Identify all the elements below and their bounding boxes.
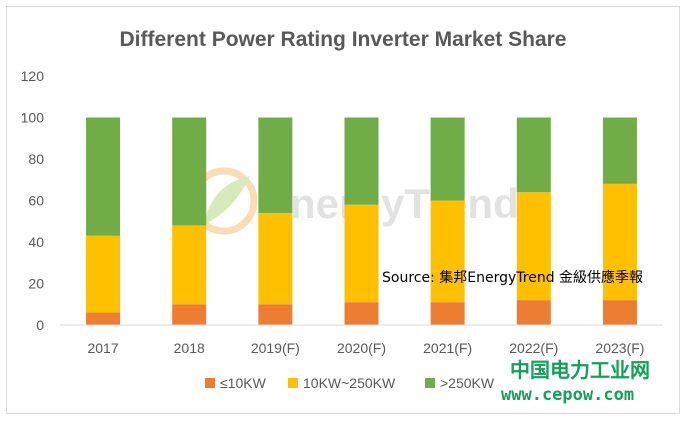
bar-segment-2 bbox=[430, 117, 465, 201]
x-tick-label: 2018 bbox=[174, 340, 205, 356]
x-tick-label: 2022(F) bbox=[509, 340, 558, 356]
legend-swatch bbox=[205, 378, 215, 388]
bar-segment-2 bbox=[602, 117, 637, 184]
legend-label: >250KW bbox=[440, 375, 495, 391]
y-tick-label: 120 bbox=[21, 68, 45, 84]
y-tick-label: 80 bbox=[28, 151, 44, 167]
bar-segment-1 bbox=[344, 204, 379, 303]
bar-segment-0 bbox=[430, 302, 465, 325]
y-tick-label: 20 bbox=[28, 276, 44, 292]
y-tick-label: 100 bbox=[21, 110, 45, 126]
y-tick-label: 60 bbox=[28, 193, 44, 209]
source-annotation: Source: 集邦EnergyTrend 金級供應季報 bbox=[382, 269, 643, 286]
bar-segment-1 bbox=[172, 225, 207, 305]
bar-segment-1 bbox=[258, 212, 293, 305]
bar-segment-1 bbox=[516, 192, 551, 301]
bar-segment-2 bbox=[516, 117, 551, 193]
bar-segment-2 bbox=[172, 117, 207, 226]
bar-segment-2 bbox=[86, 117, 121, 236]
legend-label: 10KW~250KW bbox=[303, 375, 396, 391]
cepow-site-url: www.cepow.com bbox=[501, 385, 634, 405]
bar-segment-1 bbox=[602, 183, 637, 301]
cepow-site-name: 中国电力工业网 bbox=[510, 358, 650, 382]
bars bbox=[86, 117, 637, 325]
bar-segment-2 bbox=[258, 117, 293, 213]
legend-swatch bbox=[288, 378, 298, 388]
bar-segment-0 bbox=[344, 302, 379, 325]
legend-label: ≤10KW bbox=[220, 375, 267, 391]
bar-segment-0 bbox=[258, 304, 293, 325]
x-axis: 2017 2018 2019(F) 2020(F) 2021(F) 2022(F) 2023… bbox=[60, 324, 663, 356]
x-tick-label: 2021(F) bbox=[423, 340, 472, 356]
y-tick-label: 0 bbox=[36, 317, 44, 333]
bar-segment-1 bbox=[430, 200, 465, 303]
x-tick-label: 2017 bbox=[87, 340, 118, 356]
watermark-text: EnergyTrend bbox=[262, 180, 519, 227]
bar-segment-0 bbox=[86, 312, 121, 325]
legend: ≤10KW 10KW~250KW >250KW bbox=[205, 375, 495, 391]
bar-segment-0 bbox=[172, 304, 207, 325]
x-tick-label: 2020(F) bbox=[337, 340, 386, 356]
x-tick-label: 2023(F) bbox=[595, 340, 644, 356]
legend-swatch bbox=[425, 378, 435, 388]
chart-title: Different Power Rating Inverter Market S… bbox=[120, 28, 567, 51]
bar-segment-0 bbox=[516, 300, 551, 325]
bar-segment-1 bbox=[86, 235, 121, 313]
y-tick-label: 40 bbox=[28, 234, 44, 250]
bar-segment-0 bbox=[602, 300, 637, 325]
bar-segment-2 bbox=[344, 117, 379, 205]
x-tick-label: 2019(F) bbox=[251, 340, 300, 356]
y-axis: 0 20 40 60 80 100 120 bbox=[21, 68, 45, 333]
